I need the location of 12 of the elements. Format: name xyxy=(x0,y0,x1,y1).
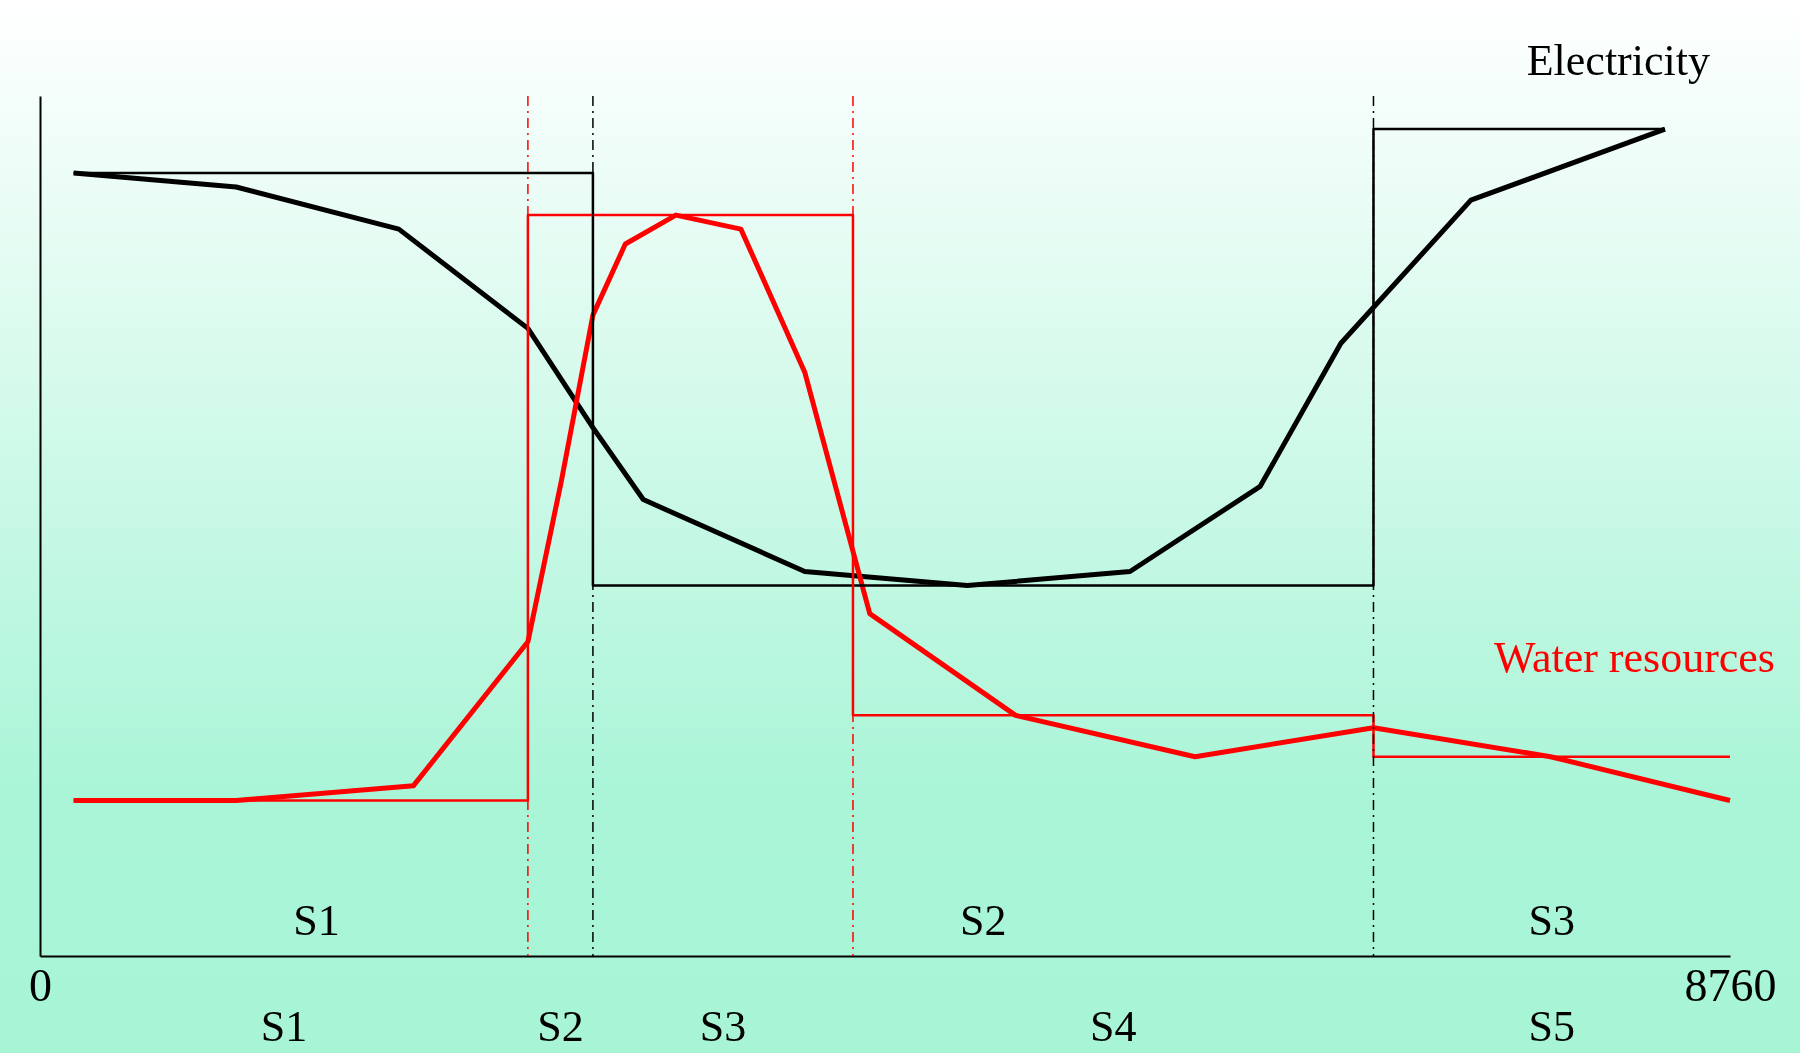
annotation: S1 xyxy=(293,896,340,945)
annotation: S2 xyxy=(959,896,1007,945)
text: S4 xyxy=(1089,1002,1137,1051)
x-tick-label: 8760 xyxy=(1684,959,1777,1011)
series-label: Water resources xyxy=(1493,632,1775,682)
x-tick-label: 0 xyxy=(29,959,52,1011)
series-label: Electricity xyxy=(1526,36,1710,86)
text: S5 xyxy=(1528,1002,1575,1051)
annotation: S3 xyxy=(1528,896,1575,945)
text: S1 xyxy=(260,1002,308,1051)
text: S2 xyxy=(537,1002,584,1051)
text: S3 xyxy=(699,1002,747,1051)
